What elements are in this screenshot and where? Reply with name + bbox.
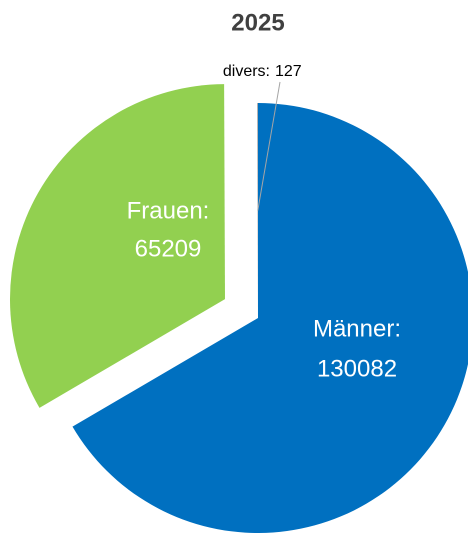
pie-slice [72,103,468,533]
slice-value: 65209 [135,235,202,262]
slice-label: divers: [223,63,270,80]
slice-label: Frauen: [127,197,210,224]
chart-title: 2025 [231,9,284,36]
slice-value: 127 [275,63,302,80]
slice-label: Männer: [313,315,401,342]
leader-line [257,81,281,211]
pie-slice [257,103,258,318]
slice-value: 130082 [317,355,397,382]
pie-slice [9,84,225,408]
